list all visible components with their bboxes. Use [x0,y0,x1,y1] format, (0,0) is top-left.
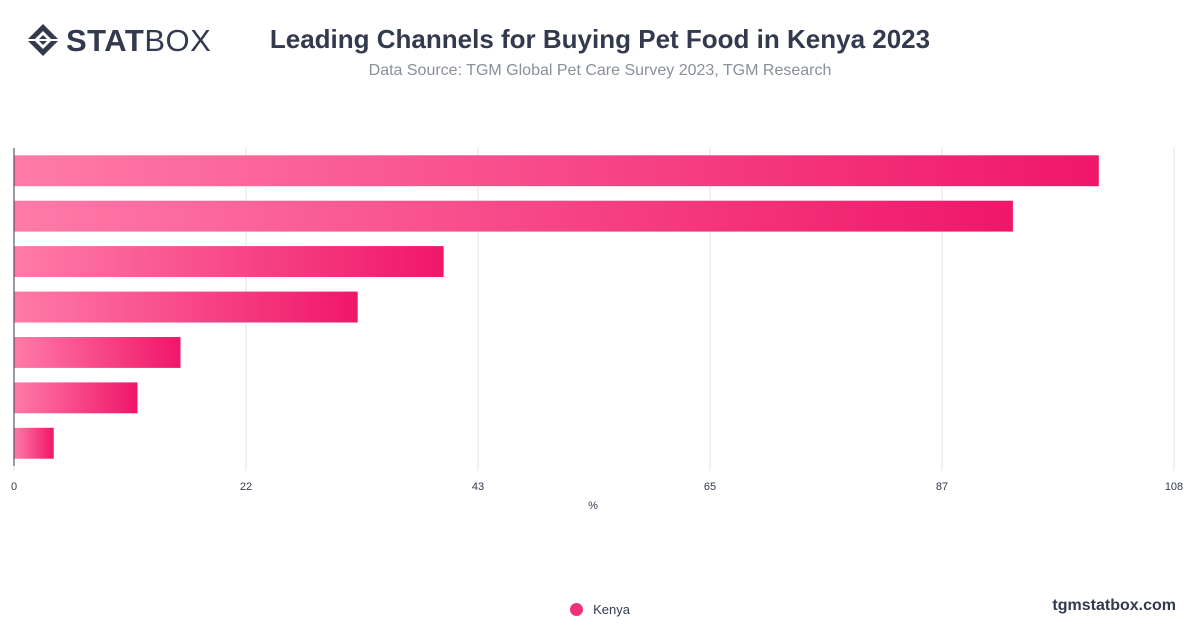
bar[interactable] [14,155,1099,187]
bar-layer [14,155,1099,459]
logo-text-bold: STAT [66,22,145,58]
logo-text-light: BOX [144,22,212,58]
grid-layer [245,148,1175,466]
x-axis-label: % [588,500,598,512]
x-tick-label: 65 [704,481,716,493]
legend-label-kenya: Kenya [593,602,630,617]
chart-title: Leading Channels for Buying Pet Food in … [269,24,931,54]
statbox-diamond-icon [27,24,59,56]
bar[interactable] [14,246,444,277]
x-tick-label: 0 [11,481,17,493]
bar[interactable] [14,291,358,323]
x-tick-label: 108 [1165,481,1183,493]
legend[interactable]: Kenya [0,602,1200,617]
bar[interactable] [14,200,1013,232]
chart-subtitle: Data Source: TGM Global Pet Care Survey … [368,62,832,79]
statbox-logo: STATBOX [26,22,211,58]
bar[interactable] [14,427,54,459]
x-tick-label: 43 [472,481,484,493]
axis-layer: 0 22 43 65 87 108 [11,148,1183,493]
logo-text: STATBOX [66,25,211,56]
x-tick-label: 87 [936,481,948,493]
bar[interactable] [14,337,181,368]
x-tick-label: 22 [240,481,252,493]
legend-dot-icon [570,603,584,616]
watermark: tgmstatbox.com [1052,597,1176,614]
bar[interactable] [14,382,138,414]
